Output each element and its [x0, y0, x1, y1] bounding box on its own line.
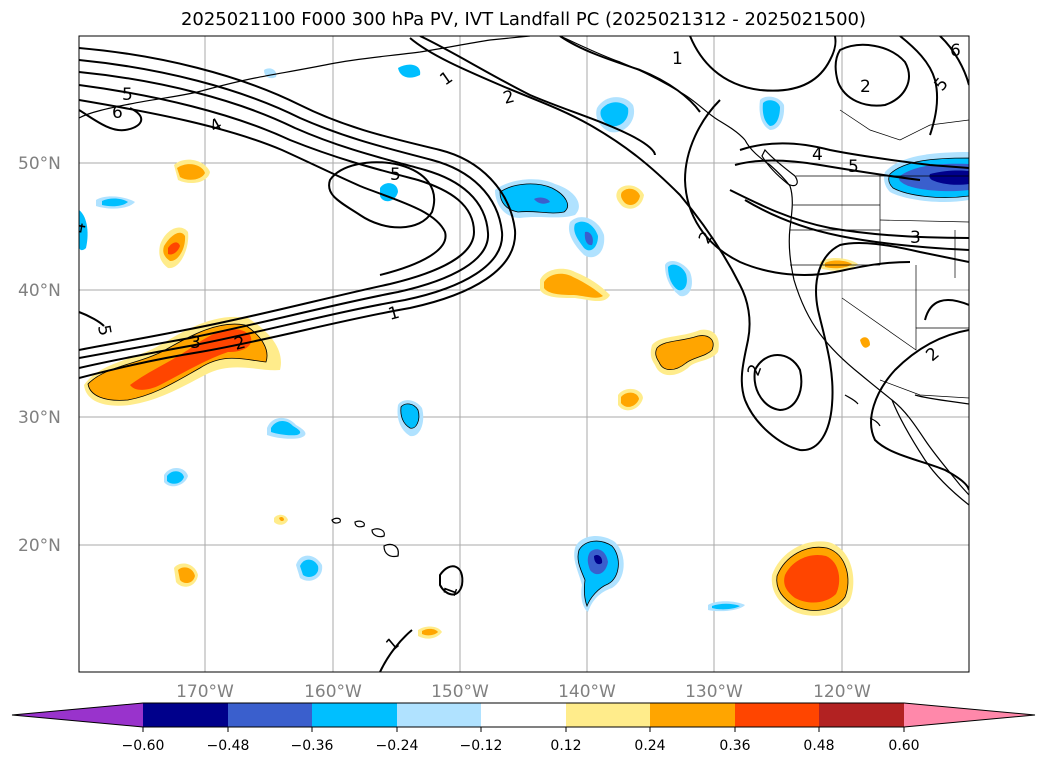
shading-blob — [621, 392, 639, 407]
colorbar-tick-label: 0.12 — [550, 738, 581, 754]
contour-label: 1 — [386, 303, 402, 325]
colorbar-tick-label: −0.24 — [376, 738, 419, 754]
shading-blob — [825, 260, 852, 269]
contour-labels: 1 2 5 1 3 2 5 6 4 2 4 5 3 2 5 6 1 2 2 1 … — [69, 41, 961, 656]
shading-blob — [860, 337, 870, 348]
shading-blob — [762, 100, 780, 126]
shading-blob — [279, 516, 284, 522]
shading-blob — [300, 559, 319, 577]
shading-blob — [380, 183, 398, 202]
lat-label: 20°N — [18, 536, 61, 556]
shading-blob — [929, 170, 969, 185]
shading-blob — [79, 210, 88, 251]
contour-label: 2 — [860, 77, 871, 97]
shading-blob — [668, 264, 687, 291]
contour-label: 1 — [672, 49, 683, 69]
colorbar-segment — [397, 703, 481, 727]
lat-label: 30°N — [18, 408, 61, 428]
colorbar-tick-label: −0.60 — [122, 738, 165, 754]
ivt-shading — [79, 64, 969, 639]
contour-label: 4 — [69, 221, 91, 235]
contour-label: 5 — [390, 165, 401, 185]
shading-blob — [594, 554, 603, 565]
colorbar-segment — [12, 703, 143, 727]
contour-label: 4 — [812, 145, 823, 165]
contour-label: 3 — [190, 333, 201, 353]
political-borders — [790, 109, 969, 399]
longitude-labels: 170°W 160°W 150°W 140°W 130°W 120°W — [176, 682, 871, 702]
colorbar-segment — [143, 703, 228, 727]
lon-label: 170°W — [176, 682, 234, 702]
colorbar-segment — [312, 703, 397, 727]
colorbar-tick-label: 0.24 — [634, 738, 665, 754]
lon-label: 130°W — [685, 682, 743, 702]
colorbar-tick-label: −0.36 — [291, 738, 334, 754]
contour-label: 6 — [112, 103, 123, 123]
lon-label: 150°W — [431, 682, 489, 702]
shading-blob — [544, 273, 603, 298]
colorbar-tick-label: −0.48 — [207, 738, 250, 754]
lat-label: 50°N — [18, 154, 61, 174]
contour-label: 5 — [122, 85, 133, 105]
colorbar-tick-label: 0.60 — [888, 738, 919, 754]
colorbar-segment — [566, 703, 650, 727]
shading-blob — [271, 420, 301, 436]
contour-label: 3 — [910, 228, 921, 248]
shading-blob — [177, 164, 205, 180]
colorbar-tick-label: 0.36 — [719, 738, 750, 754]
shading-band-red — [130, 329, 252, 390]
shading-blob — [712, 603, 740, 610]
shading-blob — [621, 188, 640, 205]
shading-blob — [422, 628, 438, 636]
colorbar-segment — [650, 703, 735, 727]
contour-label: 5 — [93, 323, 115, 337]
map-frame — [78, 35, 970, 673]
colorbar-segment — [904, 703, 1035, 727]
coastlines — [79, 36, 969, 558]
pv-contours — [79, 36, 969, 672]
colorbar-segment — [228, 703, 312, 727]
lat-label: 40°N — [18, 281, 61, 301]
map-title: 2025021100 F000 300 hPa PV, IVT Landfall… — [180, 9, 867, 30]
lon-label: 120°W — [813, 682, 871, 702]
shading-blob — [167, 471, 184, 484]
colorbar-segment — [735, 703, 819, 727]
colorbar-segment — [819, 703, 904, 727]
colorbar-segment — [481, 703, 566, 727]
contour-label: 2 — [501, 87, 517, 109]
shading-blob — [178, 567, 195, 584]
colorbar-tick-label: 0.48 — [803, 738, 834, 754]
shading-blob — [584, 231, 593, 246]
contour-label: 2 — [232, 333, 248, 355]
contour-label: 6 — [950, 41, 961, 61]
shading-blob — [168, 242, 180, 255]
shading-blob — [102, 198, 128, 207]
shading-blob — [400, 403, 419, 429]
shading-blob — [534, 197, 550, 204]
lon-label: 140°W — [558, 682, 616, 702]
shading-blob — [784, 554, 840, 603]
colorbar: −0.60 −0.48 −0.36 −0.24 −0.12 0.12 0.24 … — [11, 702, 1036, 754]
contour-label: 5 — [848, 157, 859, 177]
lon-label: 160°W — [304, 682, 362, 702]
shading-blob — [500, 183, 568, 213]
shading-blob — [655, 335, 714, 370]
colorbar-tick-label: −0.12 — [460, 738, 503, 754]
shading-blob — [600, 102, 629, 127]
shading-blob — [398, 64, 421, 78]
latitude-labels: 50°N 40°N 30°N 20°N — [18, 154, 61, 556]
